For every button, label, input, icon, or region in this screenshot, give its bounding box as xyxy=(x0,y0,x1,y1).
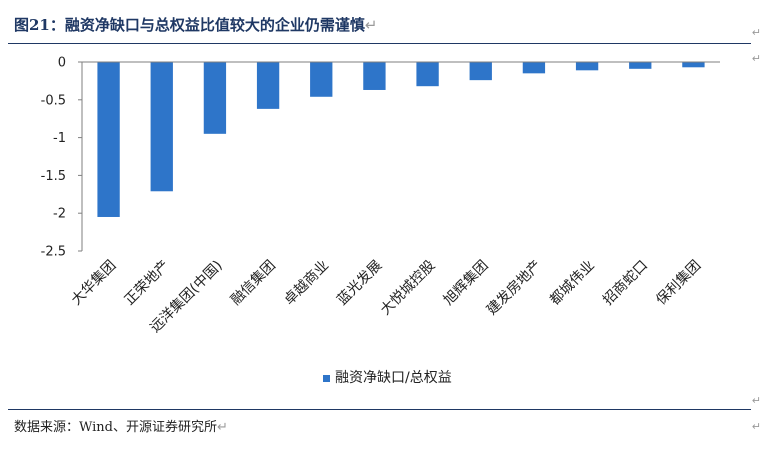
legend-label: 融资净缺口/总权益 xyxy=(335,370,452,386)
y-tick-label: 0 xyxy=(58,56,66,71)
legend-swatch xyxy=(323,375,330,382)
x-tick-label: 正荣地产 xyxy=(122,258,173,309)
x-tick-label: 蓝光发展 xyxy=(334,258,385,309)
y-tick-label: -2 xyxy=(53,207,66,222)
figure-title: 图21：融资净缺口与总权益比值较大的企业仍需谨慎↵ xyxy=(14,16,378,34)
y-tick-label: -1.5 xyxy=(41,169,66,184)
y-tick-label: -1 xyxy=(53,131,66,146)
paragraph-mark-icon: ↵ xyxy=(217,420,228,435)
bar xyxy=(150,62,173,192)
title-rule xyxy=(8,43,751,44)
bar xyxy=(363,62,386,90)
bar xyxy=(310,62,333,97)
bar xyxy=(522,62,546,74)
y-tick-label: -2.5 xyxy=(41,245,66,260)
x-tick-label: 融信集团 xyxy=(227,257,279,309)
bar xyxy=(203,62,227,134)
bar xyxy=(469,62,492,81)
bar xyxy=(575,62,599,71)
paragraph-mark-icon: ↵ xyxy=(751,420,761,433)
source-rule xyxy=(8,409,751,410)
paragraph-mark-icon: ↵ xyxy=(751,394,761,407)
y-tick-label: -0.5 xyxy=(41,93,66,108)
x-tick-label: 大华集团 xyxy=(68,257,120,309)
bar xyxy=(416,62,439,87)
paragraph-mark-icon: ↵ xyxy=(751,26,761,39)
x-tick-label: 大悦城控股 xyxy=(378,258,439,319)
x-tick-label: 保利集团 xyxy=(653,257,705,309)
bar xyxy=(256,62,280,109)
paragraph-mark-icon: ↵ xyxy=(364,16,378,34)
x-tick-label: 旭辉集团 xyxy=(440,257,492,309)
bar xyxy=(97,62,120,217)
x-tick-label: 招商蛇口 xyxy=(600,258,651,309)
x-tick-label: 卓越商业 xyxy=(281,258,332,309)
bar xyxy=(629,62,652,69)
source-note: 数据来源：Wind、开源证券研究所↵ xyxy=(14,420,228,435)
bar xyxy=(682,62,705,68)
x-tick-label: 都城伟业 xyxy=(547,258,598,309)
x-tick-label: 建发房地产 xyxy=(484,258,545,319)
paragraph-mark-icon: ↵ xyxy=(751,52,761,65)
